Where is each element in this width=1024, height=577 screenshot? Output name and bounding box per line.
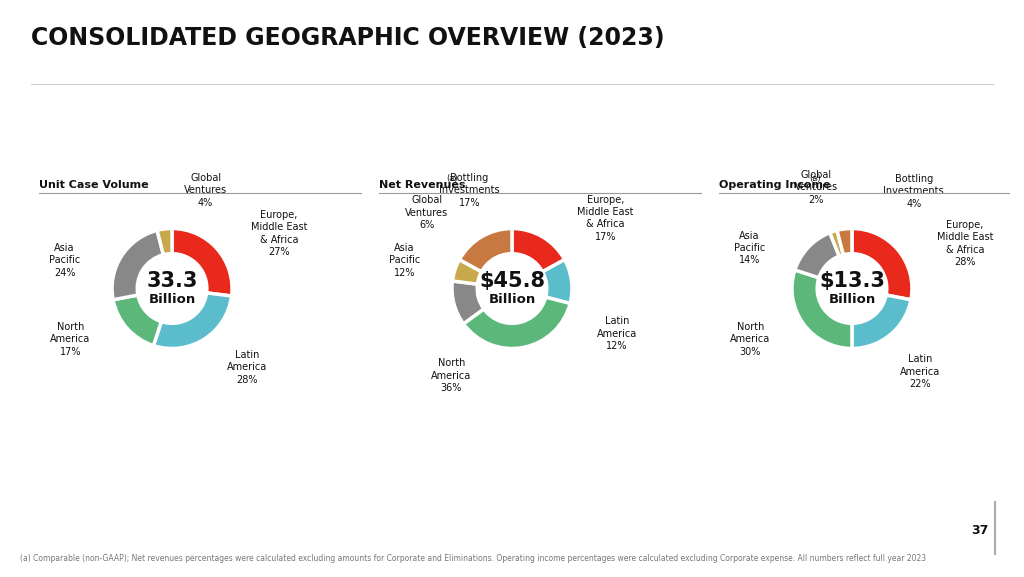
Wedge shape <box>453 260 481 284</box>
Wedge shape <box>795 233 839 278</box>
Text: Billion: Billion <box>148 293 196 306</box>
Wedge shape <box>512 228 564 272</box>
Wedge shape <box>452 281 484 324</box>
Text: Europe,
Middle East
& Africa
17%: Europe, Middle East & Africa 17% <box>578 194 634 242</box>
Text: Global
Ventures
2%: Global Ventures 2% <box>795 170 838 205</box>
Wedge shape <box>792 270 852 349</box>
Text: Europe,
Middle East
& Africa
28%: Europe, Middle East & Africa 28% <box>937 220 993 267</box>
Text: Global
Ventures
6%: Global Ventures 6% <box>406 195 449 230</box>
Wedge shape <box>460 228 512 272</box>
Text: Net Revenues: Net Revenues <box>379 181 465 190</box>
Text: Operating Income: Operating Income <box>719 181 830 190</box>
Text: Global
Ventures
4%: Global Ventures 4% <box>184 173 227 208</box>
Text: $45.8: $45.8 <box>479 271 545 291</box>
Text: Bottling
Investments
4%: Bottling Investments 4% <box>884 174 944 209</box>
Text: Asia
Pacific
24%: Asia Pacific 24% <box>49 243 80 278</box>
Text: (a) Comparable (non-GAAP); Net revenues percentages were calculated excluding am: (a) Comparable (non-GAAP); Net revenues … <box>20 553 927 563</box>
Text: Latin
America
28%: Latin America 28% <box>227 350 267 384</box>
Text: 33.3: 33.3 <box>146 271 198 291</box>
Wedge shape <box>113 295 161 346</box>
Text: CONSOLIDATED GEOGRAPHIC OVERVIEW (2023): CONSOLIDATED GEOGRAPHIC OVERVIEW (2023) <box>31 26 665 50</box>
Text: Billion: Billion <box>828 293 876 306</box>
Text: North
America
36%: North America 36% <box>431 358 471 393</box>
Wedge shape <box>837 228 852 255</box>
Wedge shape <box>852 228 912 299</box>
Wedge shape <box>464 297 570 349</box>
Wedge shape <box>543 260 572 304</box>
Wedge shape <box>172 228 232 296</box>
Text: 37: 37 <box>971 523 988 537</box>
Wedge shape <box>157 228 172 255</box>
Text: Latin
America
12%: Latin America 12% <box>597 316 637 351</box>
Text: Asia
Pacific
12%: Asia Pacific 12% <box>389 243 420 278</box>
Text: Unit Case Volume: Unit Case Volume <box>39 181 148 190</box>
Text: North
America
30%: North America 30% <box>730 322 770 357</box>
Text: Latin
America
22%: Latin America 22% <box>900 354 940 389</box>
Text: $13.3: $13.3 <box>819 271 885 291</box>
Text: Asia
Pacific
14%: Asia Pacific 14% <box>734 231 765 265</box>
Wedge shape <box>112 230 164 299</box>
Wedge shape <box>154 293 231 349</box>
Text: (a): (a) <box>446 174 458 183</box>
Wedge shape <box>852 295 911 349</box>
Text: Billion: Billion <box>488 293 536 306</box>
Text: Europe,
Middle East
& Africa
27%: Europe, Middle East & Africa 27% <box>251 210 307 257</box>
Wedge shape <box>829 230 844 256</box>
Text: Bottling
Investments
17%: Bottling Investments 17% <box>439 173 500 208</box>
Text: (a): (a) <box>809 174 820 183</box>
Text: North
America
17%: North America 17% <box>50 322 90 357</box>
